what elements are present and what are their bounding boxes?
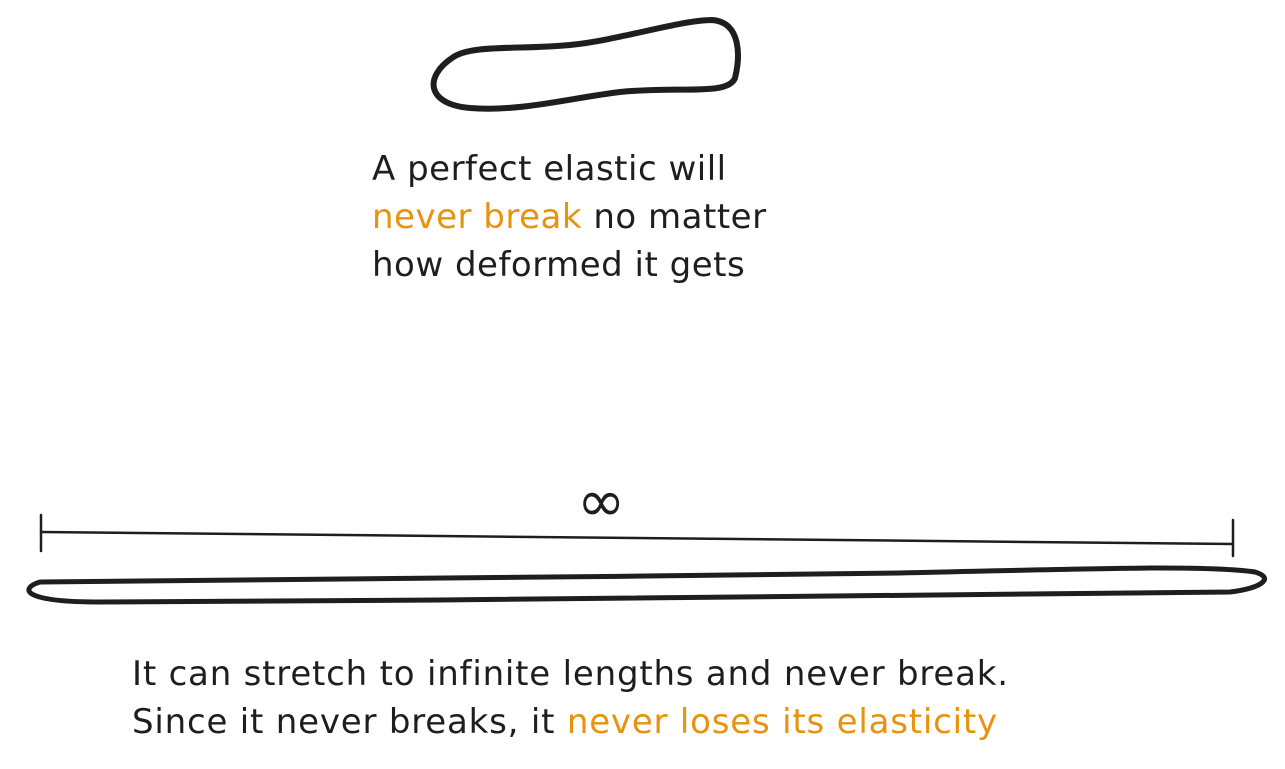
- measure-line: [39, 530, 1235, 546]
- bottom-caption-line-2: Since it never breaks, it never loses it…: [132, 698, 1009, 746]
- bottom-caption-line-2-start: Since it never breaks, it: [132, 702, 567, 742]
- bottom-caption-line-1: It can stretch to infinite lengths and n…: [132, 654, 1009, 694]
- bottom-caption-accent: never loses its elasticity: [566, 702, 998, 742]
- top-caption-line-1: A perfect elastic will: [372, 149, 727, 189]
- top-caption-line-2-rest: no matter: [582, 197, 767, 237]
- top-caption-accent: never break: [372, 197, 583, 237]
- top-caption-line-3: how deformed it gets: [372, 245, 746, 285]
- relaxed-elastic-band: [430, 17, 741, 112]
- stretched-elastic-band: [26, 565, 1268, 605]
- bottom-caption: It can stretch to infinite lengths and n…: [132, 650, 1009, 746]
- top-caption-line-2: never break no matter: [372, 193, 767, 241]
- top-caption: A perfect elastic will never break no ma…: [372, 145, 767, 289]
- infinity-label: ∞: [577, 467, 626, 535]
